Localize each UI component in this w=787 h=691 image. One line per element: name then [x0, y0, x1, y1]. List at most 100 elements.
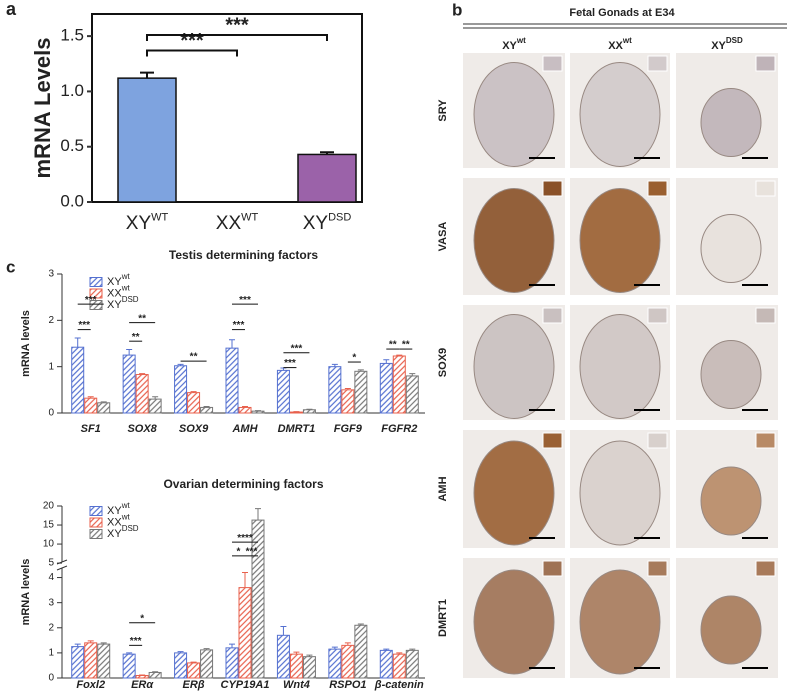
significance: ** — [138, 313, 146, 324]
plot-frame — [91, 13, 363, 203]
label-base: XY — [107, 276, 122, 288]
x-tick-label: ERβ — [183, 679, 205, 691]
error-bar — [152, 396, 159, 400]
bar — [135, 374, 149, 414]
label-base: XY — [711, 40, 726, 52]
error-bar — [229, 339, 235, 349]
y-tick-label: 4 — [48, 572, 54, 583]
row-label: AMH — [437, 476, 449, 501]
x-tick-label: DMRT1 — [278, 423, 316, 435]
x-tick-label: SF1 — [81, 423, 101, 435]
error-bar — [203, 648, 210, 650]
bar — [289, 653, 303, 679]
x-tick-label: β-catenin — [374, 679, 424, 691]
bar — [174, 652, 188, 679]
significance: *** — [130, 636, 142, 647]
x-tick-label: SOX9 — [179, 423, 209, 435]
y-tick-label: 0.0 — [60, 191, 84, 210]
chart-title: Testis determining factors — [169, 248, 318, 262]
y-axis-label: mRNA Levels — [30, 37, 55, 178]
bar — [148, 671, 162, 679]
inset — [542, 55, 563, 72]
inset — [755, 432, 776, 449]
error-bar — [280, 626, 287, 636]
row-label: SOX9 — [437, 348, 449, 377]
legend-label: XXwt — [107, 284, 130, 300]
bar — [328, 366, 342, 414]
bar — [225, 347, 239, 414]
bar — [251, 519, 265, 679]
legend-label: XYwt — [107, 501, 130, 517]
error-bar — [293, 651, 300, 655]
error-bar — [357, 369, 364, 372]
tissue — [700, 214, 762, 283]
bar — [354, 370, 368, 414]
bar — [392, 355, 406, 414]
bar — [289, 411, 303, 414]
label-superscript: DSD — [122, 295, 139, 304]
label-superscript: wt — [121, 513, 131, 522]
significance: *** — [246, 547, 258, 558]
label-base: XY — [107, 505, 122, 517]
label-base: XY — [107, 299, 122, 311]
label-base: XY — [502, 40, 517, 52]
label-base: XX — [216, 213, 242, 234]
x-tick-label: AMH — [231, 423, 258, 435]
bar — [174, 365, 188, 414]
y-tick-label: 3 — [48, 269, 54, 280]
column-header: XXwt — [608, 36, 632, 52]
error-bar — [100, 642, 107, 645]
error-bar — [331, 363, 338, 367]
y-tick-label: 0.5 — [60, 136, 84, 155]
bar — [405, 649, 419, 679]
bar — [379, 649, 393, 679]
bar — [71, 646, 85, 679]
bar — [392, 653, 406, 679]
bar — [122, 653, 136, 679]
label-superscript: DSD — [726, 36, 743, 45]
x-tick-label: XXWT — [216, 211, 259, 234]
label-base: XX — [107, 516, 122, 528]
error-bar — [126, 652, 133, 655]
label-base: XX — [608, 40, 623, 52]
error-bar — [306, 654, 313, 657]
bar — [341, 389, 355, 414]
label-superscript: DSD — [122, 524, 139, 533]
legend-swatch — [89, 300, 103, 310]
significance: *** — [180, 30, 204, 52]
x-tick-label: RSPO1 — [329, 679, 366, 691]
error-bar — [139, 373, 146, 375]
x-tick-label: FGFR2 — [381, 423, 417, 435]
x-tick-label: CYP19A1 — [221, 679, 270, 691]
y-tick-label: 2 — [48, 622, 54, 633]
x-tick-label: FGF9 — [334, 423, 363, 435]
error-bar — [203, 406, 210, 408]
inset — [755, 307, 776, 324]
label-superscript: wt — [516, 36, 526, 45]
error-bar — [242, 406, 248, 408]
tissue — [579, 569, 661, 675]
significance: ** — [190, 352, 198, 363]
error-bar — [126, 349, 133, 356]
y-tick-label: 20 — [43, 501, 55, 512]
x-tick-label: ERα — [131, 679, 154, 691]
column-header: XYwt — [502, 36, 526, 52]
tissue — [473, 569, 555, 675]
tissue — [700, 340, 762, 409]
tissue — [700, 466, 762, 536]
sig-bracket — [146, 34, 328, 42]
significance: * — [237, 547, 241, 558]
panel-label: a — [6, 0, 17, 19]
bar — [84, 397, 98, 414]
significance: * — [140, 613, 144, 624]
error-bar — [383, 648, 390, 651]
significance: *** — [233, 320, 245, 331]
tissue — [473, 314, 555, 419]
bar — [225, 647, 239, 679]
y-axis-label: mRNA levels — [20, 559, 32, 626]
y-axis-label: mRNA levels — [20, 310, 32, 377]
inset — [647, 55, 668, 72]
significance: ** — [389, 340, 397, 351]
axis-break — [56, 559, 68, 571]
